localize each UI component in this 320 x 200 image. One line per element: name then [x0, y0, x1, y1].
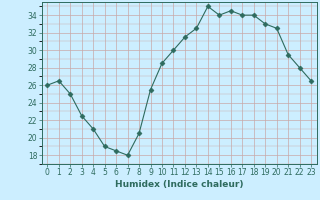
X-axis label: Humidex (Indice chaleur): Humidex (Indice chaleur) [115, 180, 244, 189]
